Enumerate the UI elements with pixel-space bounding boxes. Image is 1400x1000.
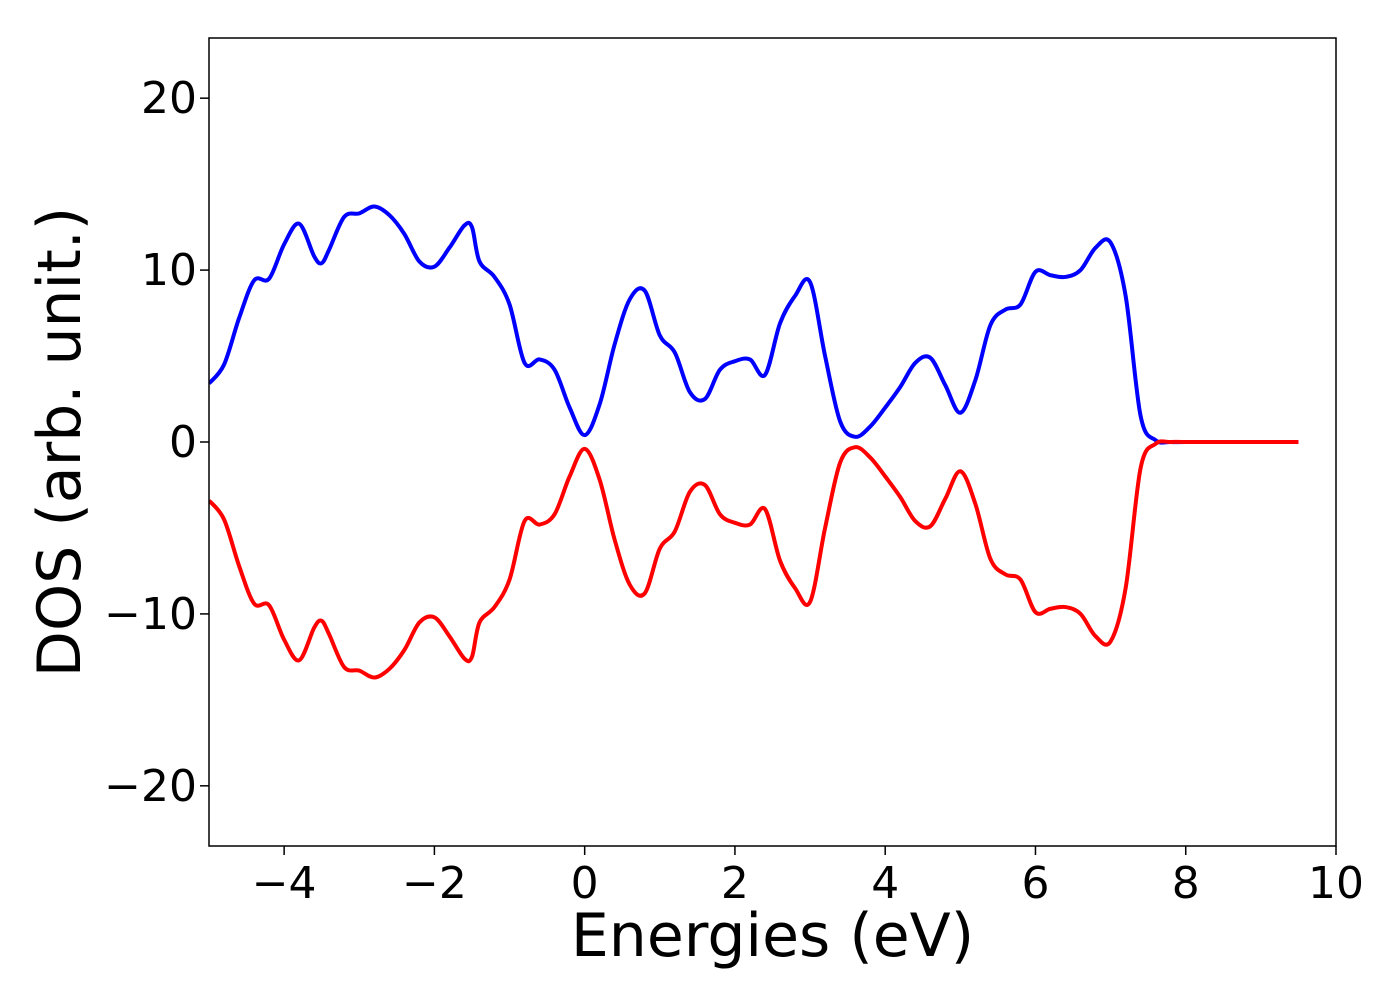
x-tick-label: 10 xyxy=(1308,858,1364,909)
x-tick-label: 6 xyxy=(1021,858,1049,909)
x-tick-label: 4 xyxy=(871,858,899,909)
x-axis-title: Energies (eV) xyxy=(571,901,974,971)
series-line-0 xyxy=(209,204,1299,445)
y-tick-label: 0 xyxy=(169,417,197,468)
y-axis: −20 −10 0 10 20 xyxy=(104,73,209,812)
x-tick-label: −2 xyxy=(402,858,467,909)
y-tick-label: 10 xyxy=(141,245,197,296)
series-layer xyxy=(209,204,1299,680)
y-tick-label: 20 xyxy=(141,73,197,124)
y-axis-title: DOS (arb. unit.) xyxy=(25,207,95,677)
x-tick-label: −4 xyxy=(252,858,317,909)
y-tick-label: −20 xyxy=(104,761,197,812)
x-tick-label: 0 xyxy=(571,858,599,909)
y-tick-label: −10 xyxy=(104,589,197,640)
x-axis: −4 −2 0 2 4 6 8 10 xyxy=(252,846,1364,909)
x-tick-label: 8 xyxy=(1172,858,1200,909)
x-tick-label: 2 xyxy=(721,858,749,909)
series-line-1 xyxy=(209,439,1299,680)
